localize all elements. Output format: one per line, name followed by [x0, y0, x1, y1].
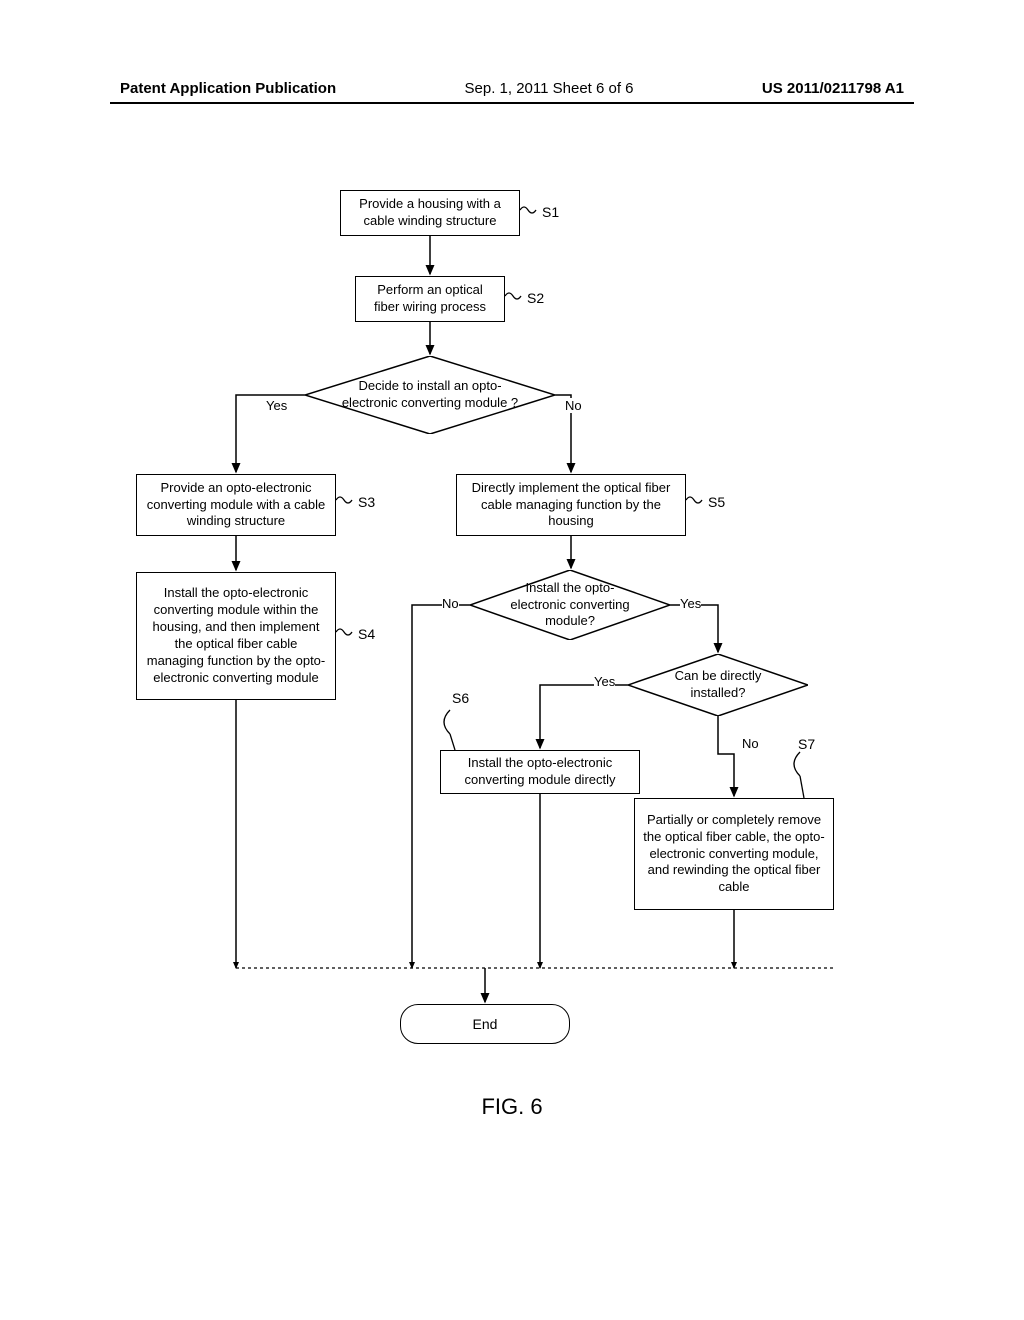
label-d1-no: No: [565, 398, 582, 413]
header-rule: [110, 102, 914, 104]
header-left: Patent Application Publication: [120, 80, 336, 97]
box-s5-text: Directly implement the optical fiber cab…: [465, 480, 677, 531]
box-s3-text: Provide an opto-electronic converting mo…: [145, 480, 327, 531]
step-s4: S4: [358, 626, 375, 642]
label-d3-yes: Yes: [594, 674, 615, 689]
diamond-d3: Can be directly installed?: [628, 654, 808, 716]
label-d1-yes: Yes: [266, 398, 287, 413]
diamond-d1-text: Decide to install an opto-electronic con…: [305, 356, 555, 434]
diamond-d3-text: Can be directly installed?: [628, 654, 808, 716]
figure-caption: FIG. 6: [0, 1094, 1024, 1120]
box-s4-text: Install the opto-electronic converting m…: [145, 585, 327, 686]
label-d2-no: No: [442, 596, 459, 611]
end-terminator: End: [400, 1004, 570, 1044]
step-s3: S3: [358, 494, 375, 510]
box-s7-text: Partially or completely remove the optic…: [643, 812, 825, 896]
step-s5: S5: [708, 494, 725, 510]
box-s7: Partially or completely remove the optic…: [634, 798, 834, 910]
box-s5: Directly implement the optical fiber cab…: [456, 474, 686, 536]
box-s1: Provide a housing with a cable winding s…: [340, 190, 520, 236]
label-d2-yes: Yes: [680, 596, 701, 611]
flowchart: Provide a housing with a cable winding s…: [0, 180, 1024, 1180]
box-s4: Install the opto-electronic converting m…: [136, 572, 336, 700]
header-right: US 2011/0211798 A1: [762, 80, 904, 97]
label-d3-no: No: [742, 736, 759, 751]
box-s2: Perform an optical fiber wiring process: [355, 276, 505, 322]
step-s2: S2: [527, 290, 544, 306]
diamond-d2-text: Install the opto-electronic converting m…: [470, 570, 670, 640]
box-s1-text: Provide a housing with a cable winding s…: [349, 196, 511, 230]
diamond-d2: Install the opto-electronic converting m…: [470, 570, 670, 640]
header-center: Sep. 1, 2011 Sheet 6 of 6: [465, 80, 634, 97]
box-s2-text: Perform an optical fiber wiring process: [364, 282, 496, 316]
box-s6: Install the opto-electronic converting m…: [440, 750, 640, 794]
step-s1: S1: [542, 204, 559, 220]
step-s7: S7: [798, 736, 815, 752]
box-s6-text: Install the opto-electronic converting m…: [449, 755, 631, 789]
diamond-d1: Decide to install an opto-electronic con…: [305, 356, 555, 434]
box-s3: Provide an opto-electronic converting mo…: [136, 474, 336, 536]
end-text: End: [473, 1016, 498, 1032]
step-s6: S6: [452, 690, 469, 706]
